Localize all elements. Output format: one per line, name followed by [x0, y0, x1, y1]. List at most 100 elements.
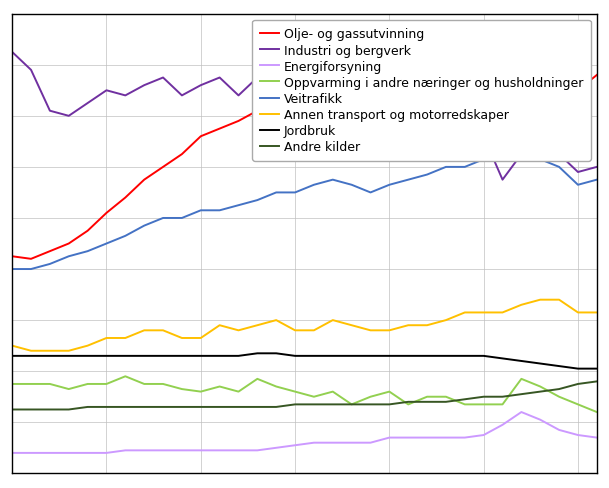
- Veitrafikk: [555, 164, 563, 170]
- Andre kilder: [518, 391, 525, 397]
- Industri og bergverk: [84, 101, 91, 107]
- Energiforsyning: [178, 447, 186, 453]
- Olje- og gassutvinning: [537, 76, 544, 81]
- Oppvarming i andre næringer og husholdninger: [216, 384, 224, 389]
- Line: Industri og bergverk: Industri og bergverk: [12, 53, 597, 180]
- Jordbruk: [254, 351, 261, 357]
- Andre kilder: [499, 394, 506, 400]
- Oppvarming i andre næringer og husholdninger: [518, 376, 525, 382]
- Annen transport og motorredskaper: [442, 318, 449, 324]
- Veitrafikk: [84, 249, 91, 255]
- Industri og bergverk: [385, 101, 393, 107]
- Veitrafikk: [292, 190, 299, 196]
- Oppvarming i andre næringer og husholdninger: [404, 402, 412, 407]
- Energiforsyning: [499, 422, 506, 428]
- Veitrafikk: [348, 183, 355, 188]
- Jordbruk: [141, 353, 148, 359]
- Energiforsyning: [27, 450, 35, 456]
- Jordbruk: [65, 353, 72, 359]
- Energiforsyning: [160, 447, 167, 453]
- Olje- og gassutvinning: [9, 254, 16, 260]
- Annen transport og motorredskaper: [348, 323, 355, 328]
- Andre kilder: [216, 404, 224, 410]
- Olje- og gassutvinning: [461, 73, 468, 79]
- Oppvarming i andre næringer og husholdninger: [235, 389, 242, 395]
- Annen transport og motorredskaper: [65, 348, 72, 354]
- Annen transport og motorredskaper: [499, 310, 506, 316]
- Olje- og gassutvinning: [499, 83, 506, 89]
- Olje- og gassutvinning: [518, 81, 525, 86]
- Oppvarming i andre næringer og husholdninger: [442, 394, 449, 400]
- Industri og bergverk: [254, 76, 261, 81]
- Veitrafikk: [499, 157, 506, 163]
- Veitrafikk: [273, 190, 280, 196]
- Jordbruk: [46, 353, 54, 359]
- Energiforsyning: [103, 450, 110, 456]
- Veitrafikk: [404, 177, 412, 183]
- Olje- og gassutvinning: [367, 101, 374, 107]
- Annen transport og motorredskaper: [197, 335, 205, 341]
- Olje- og gassutvinning: [46, 249, 54, 255]
- Veitrafikk: [103, 241, 110, 247]
- Annen transport og motorredskaper: [103, 335, 110, 341]
- Andre kilder: [404, 399, 412, 405]
- Industri og bergverk: [197, 83, 205, 89]
- Oppvarming i andre næringer og husholdninger: [555, 394, 563, 400]
- Industri og bergverk: [404, 108, 412, 114]
- Jordbruk: [235, 353, 242, 359]
- Industri og bergverk: [329, 76, 336, 81]
- Annen transport og motorredskaper: [480, 310, 487, 316]
- Industri og bergverk: [273, 68, 280, 74]
- Jordbruk: [499, 356, 506, 362]
- Oppvarming i andre næringer og husholdninger: [593, 409, 600, 415]
- Annen transport og motorredskaper: [461, 310, 468, 316]
- Energiforsyning: [574, 432, 582, 438]
- Olje- og gassutvinning: [103, 210, 110, 216]
- Industri og bergverk: [518, 152, 525, 158]
- Jordbruk: [329, 353, 336, 359]
- Oppvarming i andre næringer og husholdninger: [310, 394, 317, 400]
- Annen transport og motorredskaper: [423, 323, 431, 328]
- Veitrafikk: [385, 183, 393, 188]
- Industri og bergverk: [310, 88, 317, 94]
- Veitrafikk: [518, 157, 525, 163]
- Veitrafikk: [178, 216, 186, 222]
- Energiforsyning: [292, 443, 299, 448]
- Industri og bergverk: [178, 93, 186, 99]
- Olje- og gassutvinning: [423, 83, 431, 89]
- Annen transport og motorredskaper: [9, 343, 16, 349]
- Jordbruk: [197, 353, 205, 359]
- Legend: Olje- og gassutvinning, Industri og bergverk, Energiforsyning, Oppvarming i andr: Olje- og gassutvinning, Industri og berg…: [253, 21, 591, 162]
- Industri og bergverk: [46, 108, 54, 114]
- Andre kilder: [122, 404, 129, 410]
- Olje- og gassutvinning: [348, 88, 355, 94]
- Energiforsyning: [141, 447, 148, 453]
- Olje- og gassutvinning: [555, 81, 563, 86]
- Energiforsyning: [404, 435, 412, 441]
- Energiforsyning: [367, 440, 374, 446]
- Olje- og gassutvinning: [65, 241, 72, 247]
- Andre kilder: [423, 399, 431, 405]
- Industri og bergverk: [423, 114, 431, 120]
- Line: Annen transport og motorredskaper: Annen transport og motorredskaper: [12, 300, 597, 351]
- Line: Energiforsyning: Energiforsyning: [12, 412, 597, 453]
- Annen transport og motorredskaper: [385, 328, 393, 334]
- Jordbruk: [84, 353, 91, 359]
- Andre kilder: [141, 404, 148, 410]
- Andre kilder: [385, 402, 393, 407]
- Oppvarming i andre næringer og husholdninger: [65, 386, 72, 392]
- Andre kilder: [27, 407, 35, 412]
- Veitrafikk: [254, 198, 261, 203]
- Veitrafikk: [329, 177, 336, 183]
- Veitrafikk: [216, 208, 224, 214]
- Andre kilder: [254, 404, 261, 410]
- Andre kilder: [367, 402, 374, 407]
- Andre kilder: [292, 402, 299, 407]
- Jordbruk: [216, 353, 224, 359]
- Oppvarming i andre næringer og husholdninger: [329, 389, 336, 395]
- Industri og bergverk: [235, 93, 242, 99]
- Line: Andre kilder: Andre kilder: [12, 382, 597, 409]
- Oppvarming i andre næringer og husholdninger: [385, 389, 393, 395]
- Oppvarming i andre næringer og husholdninger: [160, 381, 167, 387]
- Jordbruk: [292, 353, 299, 359]
